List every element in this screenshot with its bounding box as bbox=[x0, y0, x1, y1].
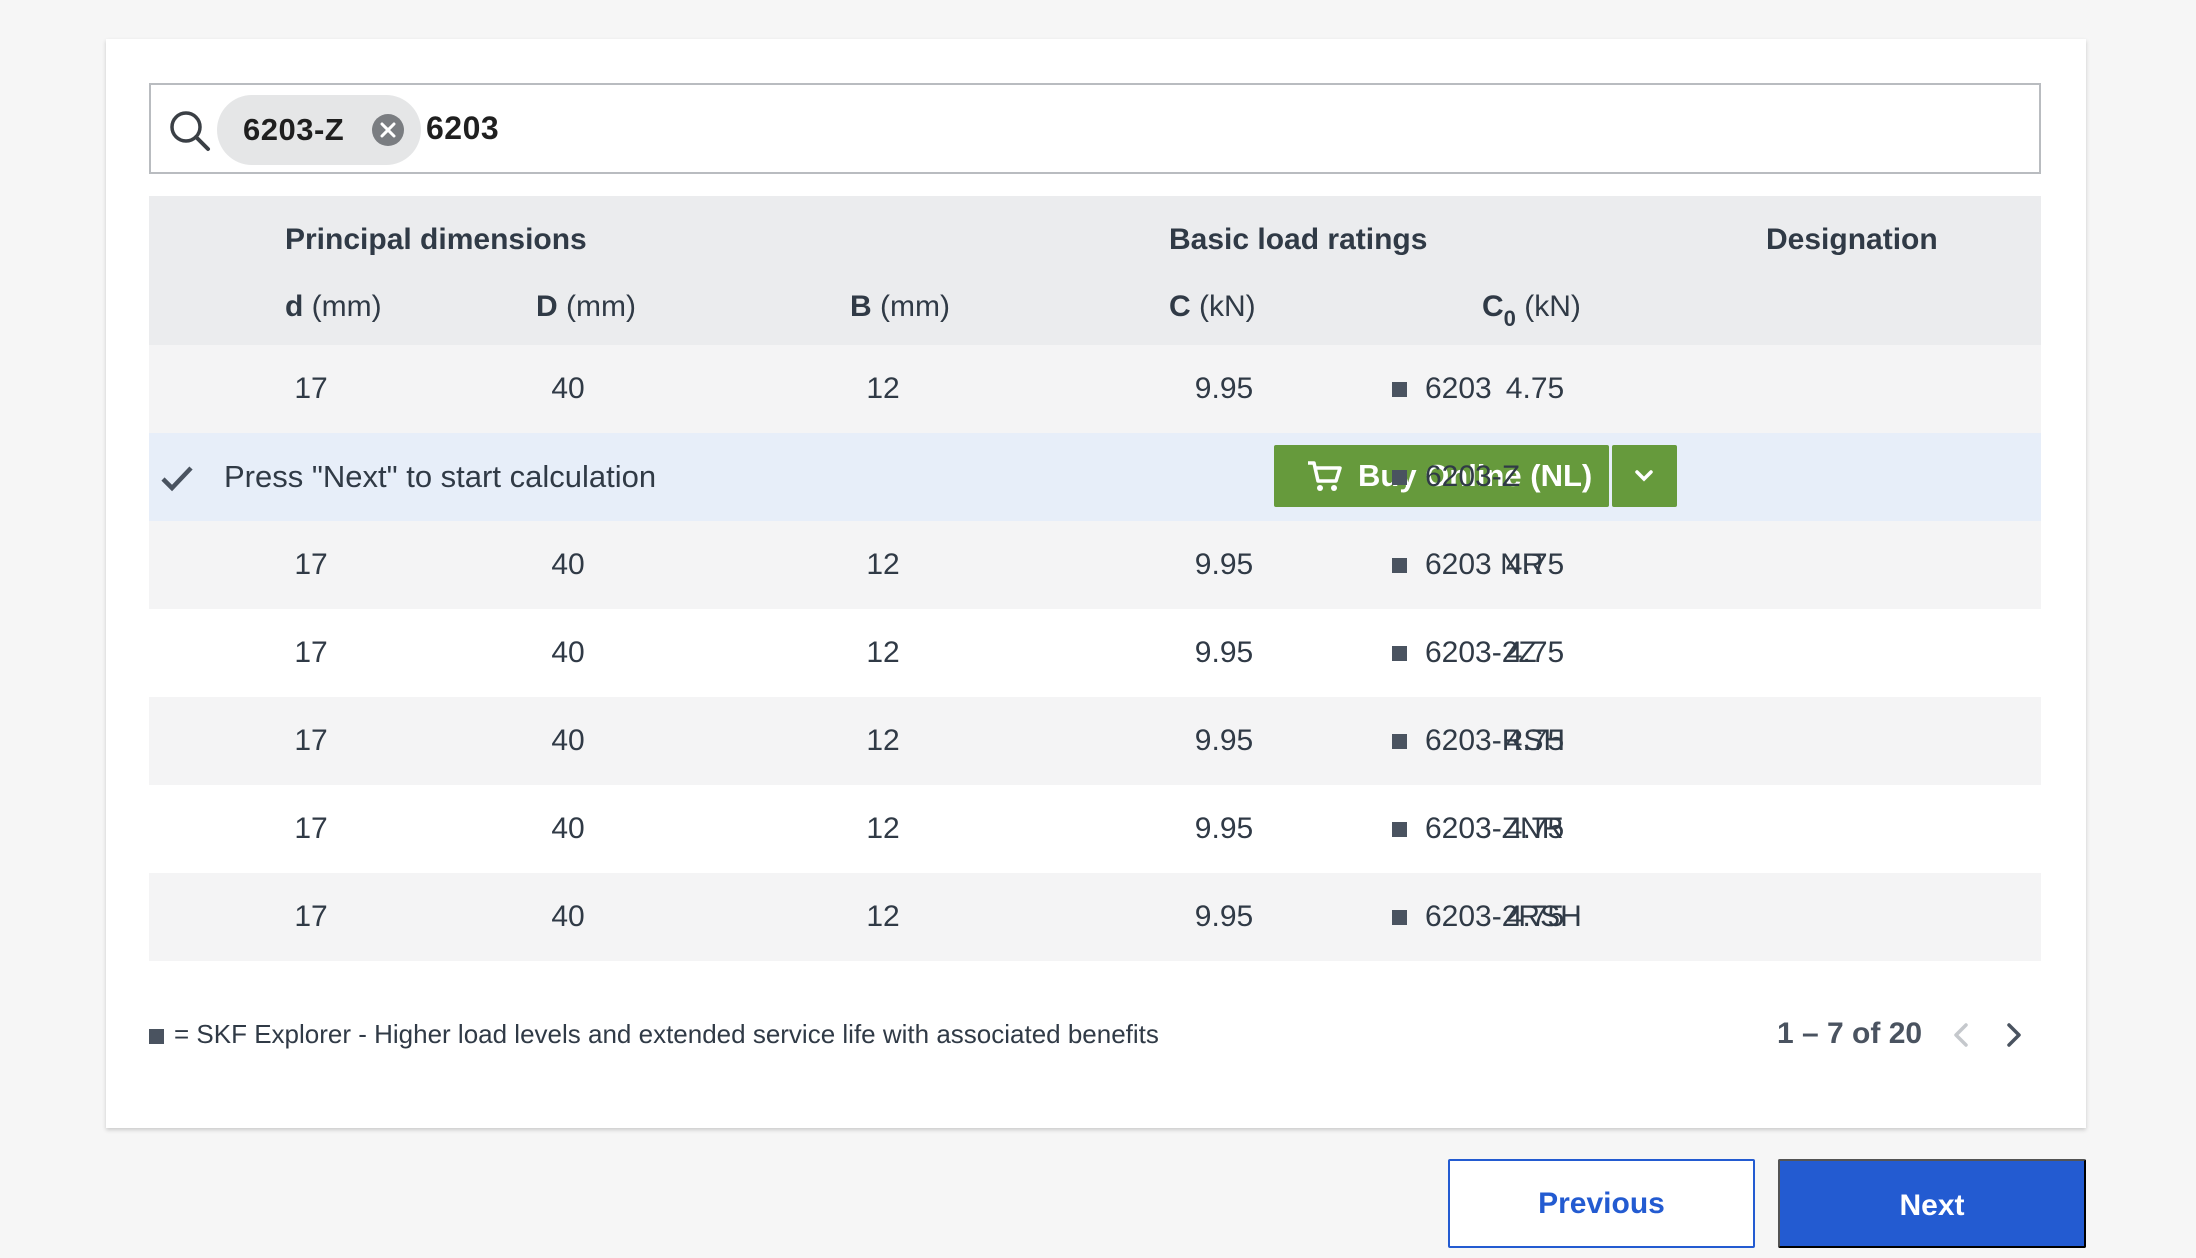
cell-c0: 4.75 bbox=[1505, 724, 1565, 757]
square-icon bbox=[1392, 646, 1407, 661]
designation-text: 6203-RSH bbox=[1425, 724, 1566, 757]
cell-outer-d: 40 bbox=[551, 900, 585, 933]
cell-outer-d: 40 bbox=[551, 812, 585, 845]
cell-d: 17 bbox=[294, 548, 328, 581]
square-icon bbox=[1392, 558, 1407, 573]
designation-text: 6203 bbox=[1425, 372, 1492, 405]
designation-text: 6203-ZNR bbox=[1425, 812, 1564, 845]
cell-d: 17 bbox=[294, 900, 328, 933]
column-header-b[interactable]: B (mm) bbox=[850, 290, 950, 323]
explorer-legend: = SKF Explorer - Higher load levels and … bbox=[149, 1009, 1159, 1059]
cell-c: 9.95 bbox=[1194, 724, 1254, 757]
selection-card: 6203-Z 6203 Principal dimensions Basic l… bbox=[106, 39, 2086, 1128]
square-icon bbox=[1392, 910, 1407, 925]
search-input[interactable]: 6203 bbox=[426, 110, 500, 146]
table-row[interactable]: 17 40 12 9.95 4.75 6203 NR bbox=[149, 521, 2041, 609]
column-header-outer-d[interactable]: D (mm) bbox=[536, 290, 636, 323]
table-row[interactable]: 17 40 12 9.95 4.75 6203 bbox=[149, 345, 2041, 433]
cell-b: 12 bbox=[866, 812, 900, 845]
designation-text: 6203-2RSH bbox=[1425, 900, 1582, 933]
square-icon bbox=[1392, 822, 1407, 837]
cell-c0: 4.75 bbox=[1505, 372, 1565, 405]
close-circle-icon[interactable] bbox=[372, 114, 404, 146]
cell-d: 17 bbox=[294, 812, 328, 845]
cell-d: 17 bbox=[294, 636, 328, 669]
cell-d: 17 bbox=[294, 724, 328, 757]
cell-outer-d: 40 bbox=[551, 372, 585, 405]
group-principal-dimensions: Principal dimensions bbox=[285, 223, 587, 256]
legend-text: = SKF Explorer - Higher load levels and … bbox=[174, 1019, 1159, 1049]
cell-b: 12 bbox=[866, 900, 900, 933]
buy-online-dropdown[interactable] bbox=[1612, 445, 1677, 507]
table-row[interactable]: 17 40 12 9.95 4.75 6203-RSH bbox=[149, 697, 2041, 785]
cell-c0: 4.75 bbox=[1505, 636, 1565, 669]
group-basic-load-ratings: Basic load ratings bbox=[1169, 223, 1428, 256]
square-icon bbox=[1392, 470, 1407, 485]
cell-c0: 4.75 bbox=[1505, 812, 1565, 845]
next-button[interactable]: Next bbox=[1778, 1159, 2086, 1248]
pagination-label: 1 – 7 of 20 bbox=[1777, 1017, 1923, 1050]
table-row[interactable]: 17 40 12 9.95 4.75 6203-2RSH bbox=[149, 873, 2041, 961]
search-chip: 6203-Z bbox=[217, 95, 421, 165]
square-icon bbox=[149, 1029, 164, 1044]
previous-button[interactable]: Previous bbox=[1448, 1159, 1755, 1248]
cell-outer-d: 40 bbox=[551, 724, 585, 757]
table-row[interactable]: 17 40 12 9.95 4.75 6203-ZNR bbox=[149, 785, 2041, 873]
cell-d: 17 bbox=[294, 372, 328, 405]
cell-b: 12 bbox=[866, 724, 900, 757]
designation-text: 6203 NR bbox=[1425, 548, 1544, 581]
cell-c0: 4.75 bbox=[1505, 548, 1565, 581]
chevron-left-icon[interactable] bbox=[1947, 1019, 1977, 1051]
check-icon bbox=[161, 466, 193, 492]
cell-c0: 4.75 bbox=[1505, 900, 1565, 933]
cell-c: 9.95 bbox=[1194, 636, 1254, 669]
search-box[interactable]: 6203-Z 6203 bbox=[149, 83, 2041, 174]
table-row[interactable]: 17 40 12 9.95 4.75 6203-2Z bbox=[149, 609, 2041, 697]
chevron-down-icon bbox=[1635, 470, 1653, 482]
buy-online-button[interactable]: Buy Online (NL) bbox=[1274, 445, 1609, 507]
cell-c: 9.95 bbox=[1194, 372, 1254, 405]
cell-c: 9.95 bbox=[1194, 812, 1254, 845]
column-header-c[interactable]: C (kN) bbox=[1169, 290, 1256, 323]
selection-message: Press "Next" to start calculation bbox=[224, 459, 657, 494]
column-header-d[interactable]: d (mm) bbox=[285, 290, 382, 323]
group-designation: Designation bbox=[1766, 223, 1938, 256]
cell-b: 12 bbox=[866, 636, 900, 669]
cell-b: 12 bbox=[866, 372, 900, 405]
square-icon bbox=[1392, 382, 1407, 397]
designation-text: 6203-Z bbox=[1425, 460, 1521, 493]
bearing-table: Principal dimensions Basic load ratings … bbox=[149, 196, 2041, 961]
cell-c: 9.95 bbox=[1194, 900, 1254, 933]
search-chip-label: 6203-Z bbox=[243, 112, 345, 147]
chevron-right-icon[interactable] bbox=[1998, 1019, 2028, 1051]
square-icon bbox=[1392, 734, 1407, 749]
cart-icon bbox=[1308, 461, 1342, 491]
cell-c: 9.95 bbox=[1194, 548, 1254, 581]
cell-outer-d: 40 bbox=[551, 548, 585, 581]
cell-outer-d: 40 bbox=[551, 636, 585, 669]
cell-b: 12 bbox=[866, 548, 900, 581]
table-row-selected[interactable]: Press "Next" to start calculation Buy On… bbox=[149, 433, 2041, 521]
column-header-c0[interactable]: C0 (kN) bbox=[1482, 290, 1581, 331]
search-icon bbox=[170, 111, 210, 151]
designation-text: 6203-2Z bbox=[1425, 636, 1537, 669]
table-header: Principal dimensions Basic load ratings … bbox=[149, 196, 2041, 345]
